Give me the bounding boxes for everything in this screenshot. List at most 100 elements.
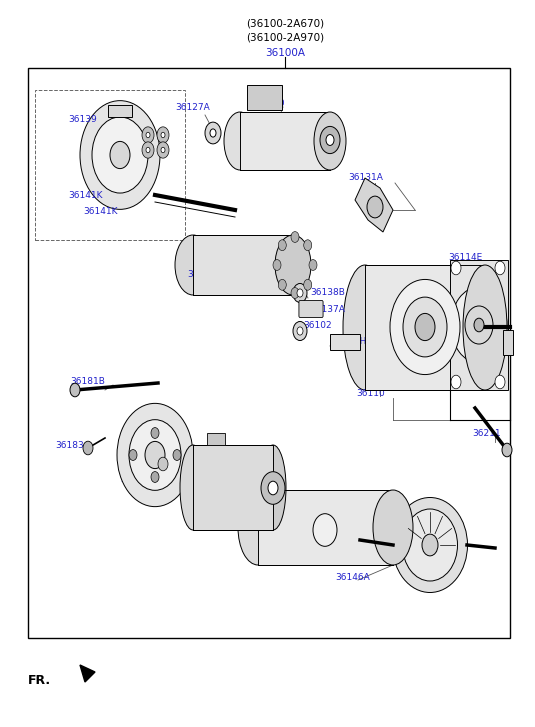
Bar <box>330 334 360 350</box>
Circle shape <box>80 100 160 209</box>
Circle shape <box>304 240 312 251</box>
Circle shape <box>313 514 337 546</box>
Circle shape <box>293 284 307 302</box>
Circle shape <box>157 142 169 158</box>
Circle shape <box>157 126 169 143</box>
Circle shape <box>205 122 221 144</box>
Circle shape <box>474 318 484 332</box>
Text: 36137B: 36137B <box>187 270 222 278</box>
Ellipse shape <box>402 509 457 581</box>
Circle shape <box>495 375 505 389</box>
Bar <box>450 260 508 390</box>
Bar <box>28 68 510 638</box>
Circle shape <box>83 441 93 455</box>
Circle shape <box>92 117 148 193</box>
Circle shape <box>304 279 312 290</box>
Circle shape <box>110 142 130 169</box>
Circle shape <box>145 441 165 469</box>
Circle shape <box>415 313 435 340</box>
Circle shape <box>146 132 150 137</box>
Bar <box>193 445 273 530</box>
Circle shape <box>309 260 317 270</box>
Text: FR.: FR. <box>28 673 51 686</box>
Circle shape <box>278 279 286 290</box>
Polygon shape <box>80 665 95 682</box>
Ellipse shape <box>343 265 387 390</box>
Text: 36138B: 36138B <box>310 289 345 297</box>
Bar <box>258 490 393 565</box>
Circle shape <box>495 261 505 275</box>
Bar <box>193 445 273 530</box>
Bar <box>365 265 485 390</box>
Circle shape <box>268 481 278 495</box>
Circle shape <box>161 132 165 137</box>
FancyBboxPatch shape <box>299 300 323 318</box>
Circle shape <box>70 383 80 397</box>
Text: 36141K: 36141K <box>98 132 133 140</box>
Bar <box>247 85 282 110</box>
Text: 36110: 36110 <box>356 388 385 398</box>
Bar <box>207 433 225 445</box>
Text: 36211: 36211 <box>472 428 501 438</box>
Circle shape <box>451 375 461 389</box>
Ellipse shape <box>175 235 211 295</box>
Circle shape <box>326 134 334 145</box>
Text: 36141K: 36141K <box>68 191 103 201</box>
Circle shape <box>273 260 281 270</box>
Text: 36183: 36183 <box>55 441 84 451</box>
Text: 36100A: 36100A <box>265 48 305 58</box>
Text: 36112H: 36112H <box>331 337 366 347</box>
Ellipse shape <box>393 497 468 593</box>
Circle shape <box>297 327 303 335</box>
Circle shape <box>278 240 286 251</box>
Text: 36141K: 36141K <box>83 206 118 215</box>
Circle shape <box>117 403 193 507</box>
Circle shape <box>367 196 383 218</box>
Text: 36150: 36150 <box>265 532 294 542</box>
Circle shape <box>291 288 299 299</box>
Ellipse shape <box>373 490 413 565</box>
Circle shape <box>451 261 461 275</box>
Circle shape <box>293 321 307 340</box>
Circle shape <box>291 232 299 242</box>
Text: 36114E: 36114E <box>448 254 482 262</box>
Circle shape <box>502 443 512 457</box>
Text: 36139: 36139 <box>68 116 97 124</box>
Ellipse shape <box>180 445 206 530</box>
Text: 36131A: 36131A <box>348 174 383 182</box>
Circle shape <box>390 279 460 374</box>
Ellipse shape <box>463 265 507 390</box>
Text: 36137A: 36137A <box>310 305 345 313</box>
Circle shape <box>422 534 438 556</box>
Circle shape <box>320 126 340 153</box>
Text: 36102: 36102 <box>303 321 332 331</box>
Circle shape <box>465 306 493 344</box>
Ellipse shape <box>260 445 286 530</box>
Text: 36146A: 36146A <box>335 574 370 582</box>
Circle shape <box>161 148 165 153</box>
Text: 36120: 36120 <box>256 100 285 108</box>
Text: 36181B: 36181B <box>70 377 105 387</box>
Circle shape <box>297 289 303 297</box>
Circle shape <box>403 297 447 357</box>
Circle shape <box>151 427 159 438</box>
Circle shape <box>210 129 216 137</box>
Circle shape <box>129 419 181 490</box>
Bar <box>193 235 293 295</box>
Circle shape <box>451 287 507 363</box>
Ellipse shape <box>238 490 278 565</box>
Text: (36100-2A670): (36100-2A670) <box>246 18 324 28</box>
Circle shape <box>261 472 285 505</box>
Ellipse shape <box>224 112 256 170</box>
Circle shape <box>142 126 154 143</box>
Text: 36141K: 36141K <box>110 145 144 155</box>
Polygon shape <box>355 178 393 232</box>
Circle shape <box>173 449 181 460</box>
Bar <box>108 105 132 117</box>
Ellipse shape <box>314 112 346 170</box>
Bar <box>240 112 330 170</box>
Text: 36182: 36182 <box>140 459 169 467</box>
Circle shape <box>142 142 154 158</box>
Bar <box>503 330 513 355</box>
Text: 36170A: 36170A <box>196 494 231 504</box>
